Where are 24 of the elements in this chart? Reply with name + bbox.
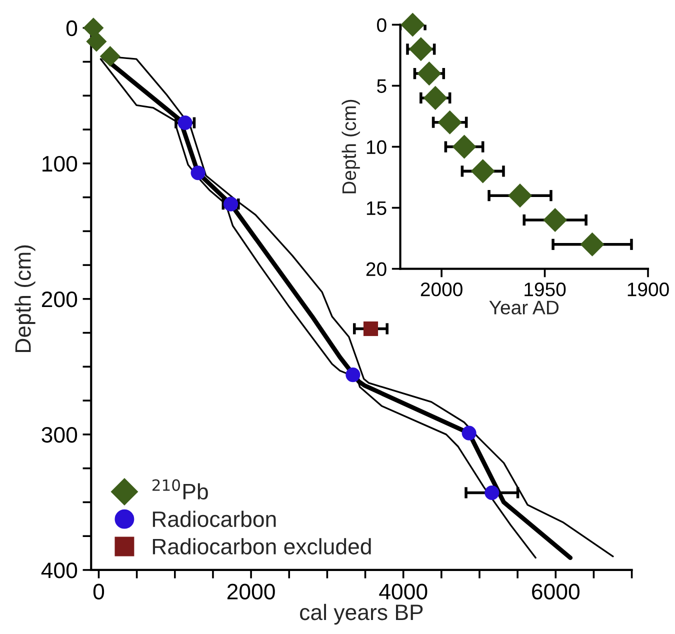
y-tick-label: 15: [366, 201, 386, 216]
y-axis-title: Depth (cm): [14, 245, 36, 352]
y-tick-label: 0: [66, 20, 78, 36]
x-axis-title: cal years BP: [300, 604, 423, 625]
y-tick-label: 0: [377, 18, 386, 32]
y-tick-label: 400: [41, 562, 78, 578]
legend-label: Radiocarbon: [152, 510, 276, 528]
x-tick-label: 6000: [532, 584, 580, 600]
x-tick-label: 2000: [420, 282, 462, 296]
x-axis-title: Year AD: [489, 300, 559, 314]
y-tick-label: 300: [42, 426, 78, 443]
y-tick-label: 20: [366, 262, 386, 276]
x-tick-label: 0: [93, 584, 104, 600]
y-tick-label: 5: [377, 79, 386, 93]
legend-label: Radiocarbon excluded: [152, 538, 371, 554]
y-axis-title: Depth (cm): [342, 100, 360, 194]
x-tick-label: 1950: [524, 282, 566, 296]
y-tick-label: 100: [42, 156, 78, 172]
x-tick-label: 2000: [227, 584, 275, 600]
x-tick-label: 4000: [379, 584, 428, 600]
x-tick-label: 1900: [628, 282, 669, 296]
y-tick-label: 200: [42, 291, 78, 308]
y-tick-label: 10: [366, 140, 386, 154]
legend-label: $^{210}$Pb: [152, 479, 208, 500]
